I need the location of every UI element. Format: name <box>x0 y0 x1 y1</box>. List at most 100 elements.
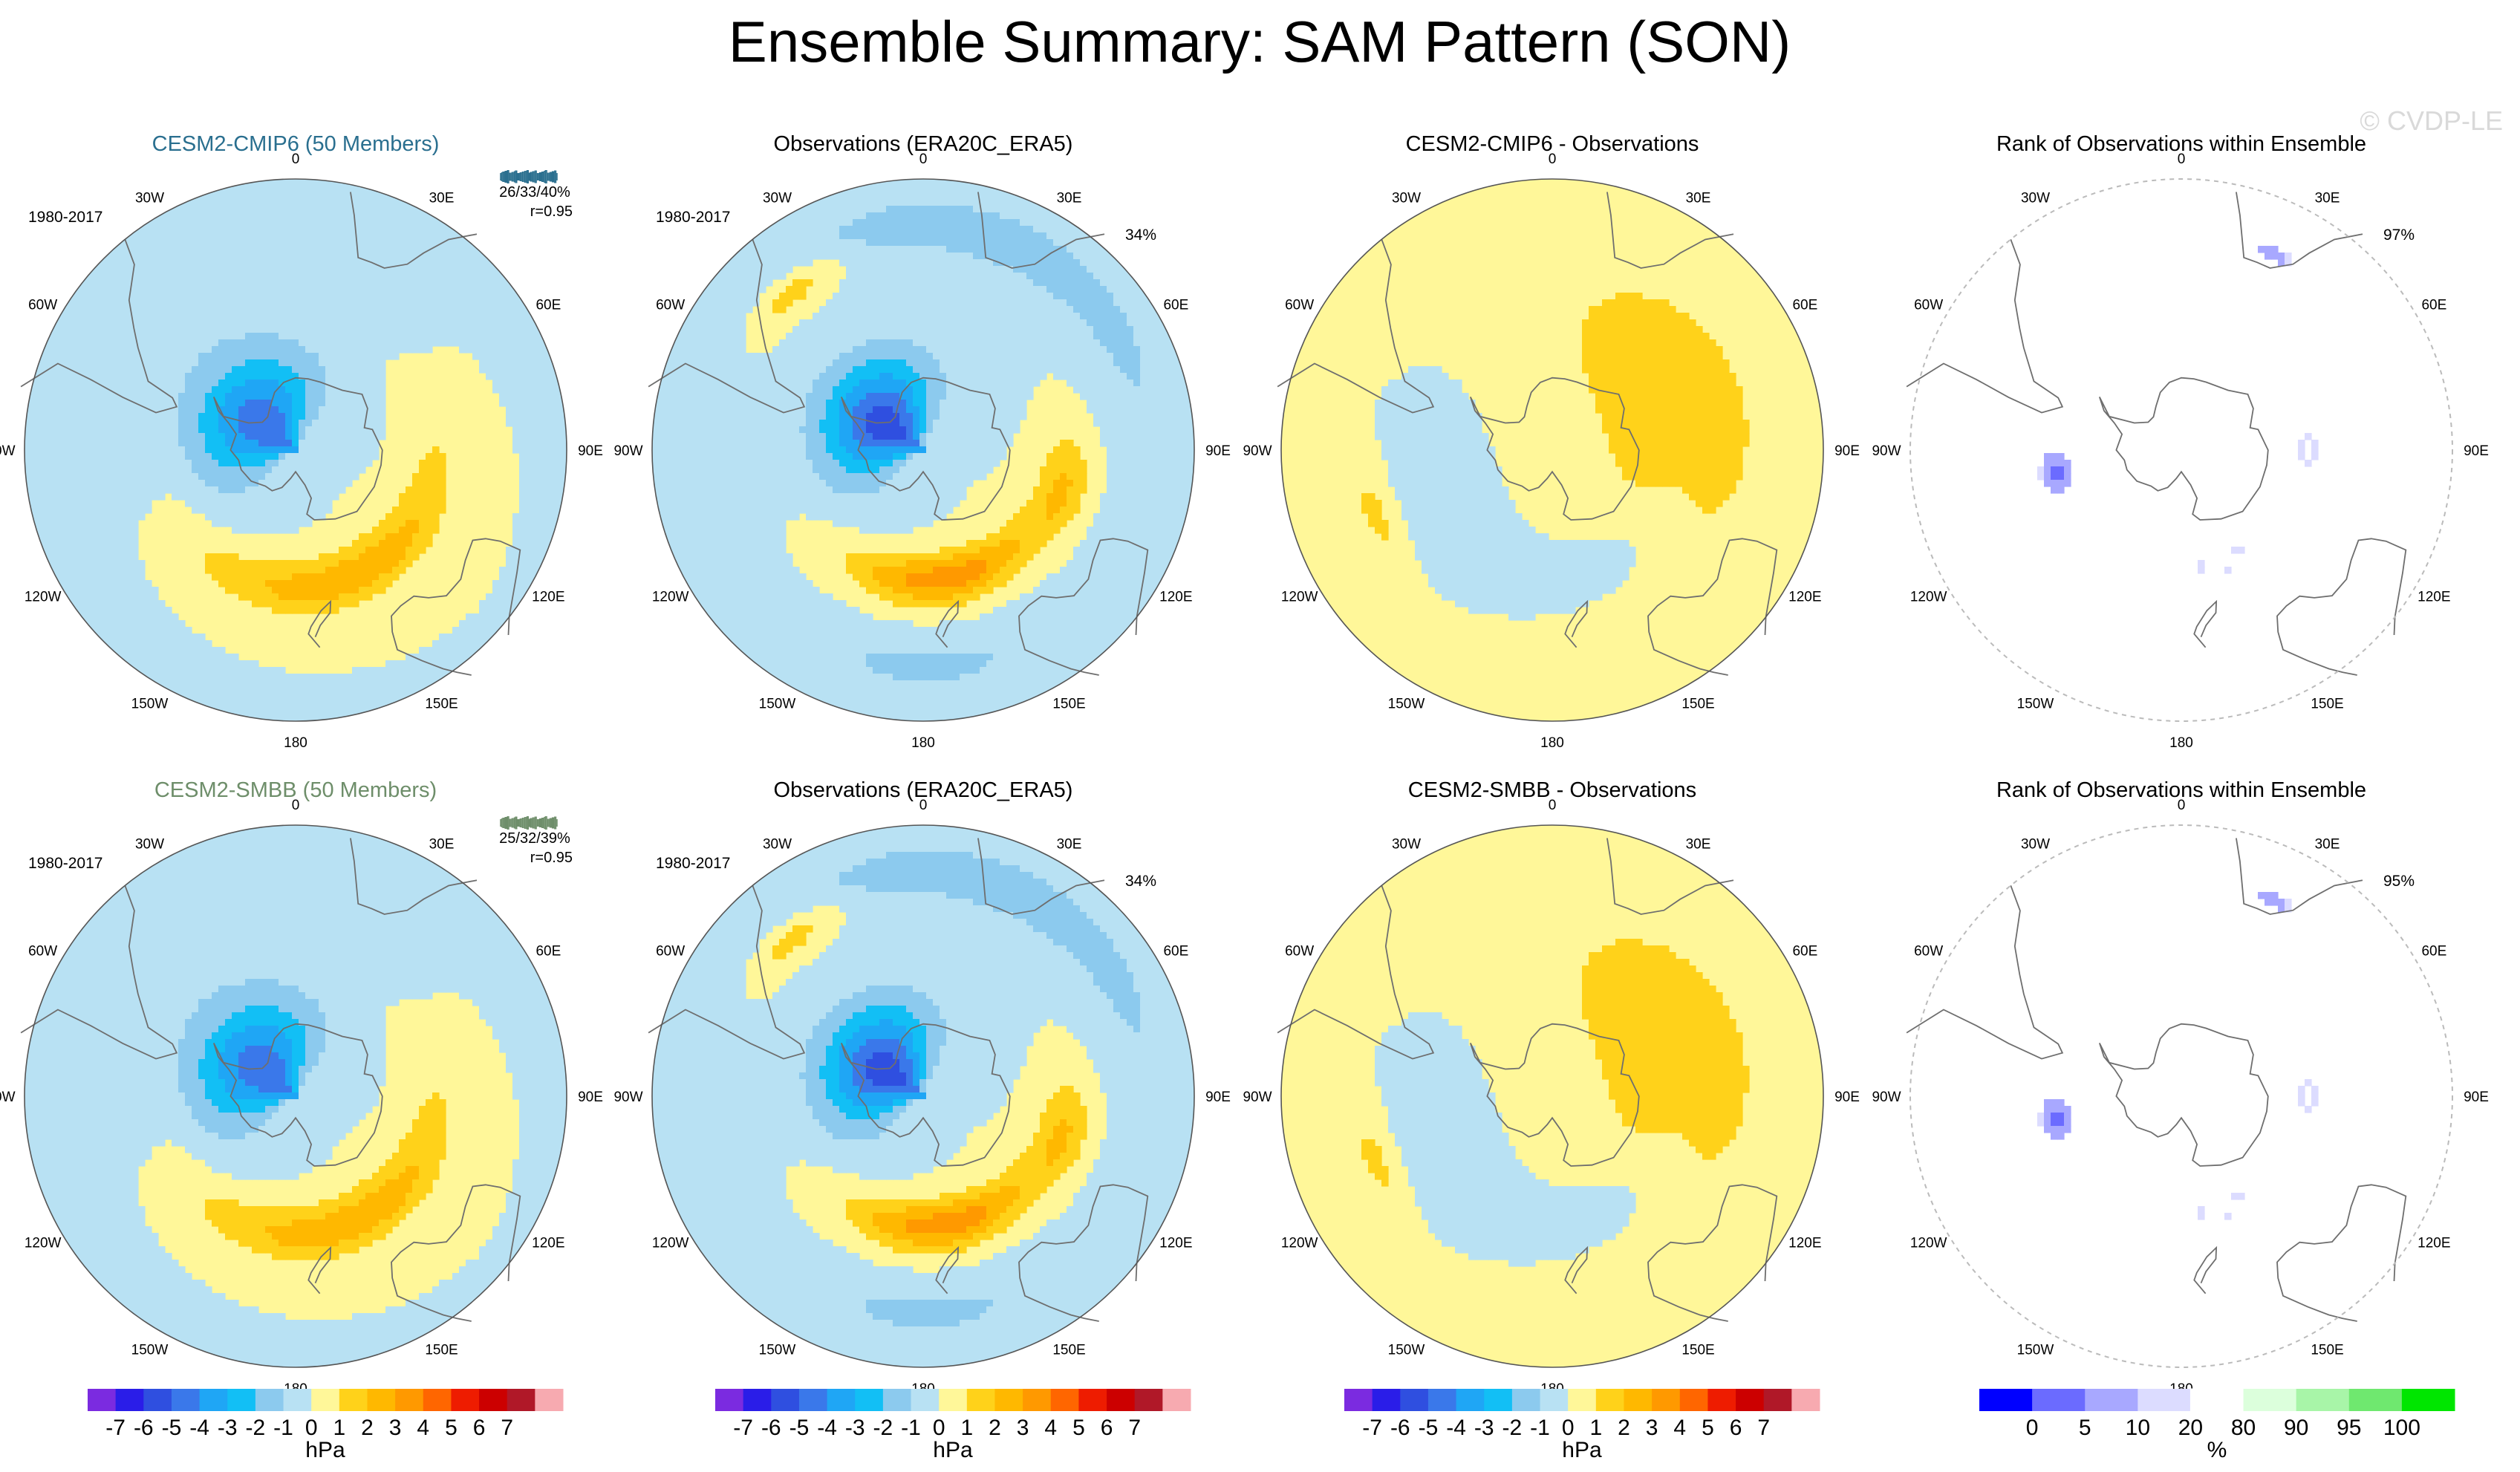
field-cell <box>218 380 226 387</box>
field-cell <box>1100 266 1107 273</box>
field-cell <box>292 460 299 467</box>
field-cell <box>365 319 373 327</box>
field-cell <box>118 426 126 434</box>
field-cell <box>192 286 199 293</box>
field-cell <box>325 453 333 460</box>
field-cell <box>452 326 460 333</box>
field-cell <box>165 366 172 374</box>
field-cell <box>71 560 79 567</box>
field-cell <box>365 232 373 240</box>
field-cell <box>973 253 980 260</box>
field-cell <box>105 453 112 460</box>
field-cell <box>238 513 246 521</box>
field-cell <box>58 520 65 527</box>
field-cell <box>946 179 954 186</box>
field-cell <box>1026 266 1034 273</box>
field-cell <box>1020 273 1027 280</box>
field-cell <box>859 226 867 233</box>
field-cell <box>292 319 299 327</box>
field-cell <box>339 674 346 681</box>
field-cell <box>432 640 440 648</box>
field-cell <box>359 346 366 354</box>
field-cell <box>158 640 166 648</box>
field-cell <box>172 353 179 360</box>
field-cell <box>125 266 132 273</box>
field-cell <box>345 279 353 287</box>
field-cell <box>272 232 279 240</box>
field-cell <box>365 386 373 394</box>
field-cell <box>218 206 226 213</box>
field-cell <box>846 279 853 287</box>
field-cell <box>312 700 319 708</box>
field-cell <box>419 273 426 280</box>
field-cell <box>31 440 39 447</box>
field-cell <box>45 426 52 434</box>
field-cell <box>459 627 466 634</box>
field-cell <box>819 239 827 247</box>
field-cell <box>238 239 246 247</box>
field-cell <box>279 607 286 614</box>
field-cell <box>292 246 299 253</box>
field-cell <box>85 400 92 407</box>
field-cell <box>1020 226 1027 233</box>
field-cell <box>131 373 139 380</box>
field-cell <box>51 400 59 407</box>
field-cell <box>345 306 353 313</box>
field-cell <box>305 513 313 521</box>
field-cell <box>232 460 239 467</box>
field-cell <box>252 440 259 447</box>
field-cell <box>192 380 199 387</box>
field-cell <box>319 406 326 414</box>
field-cell <box>339 547 346 554</box>
field-cell <box>111 333 119 340</box>
field-cell <box>345 440 353 447</box>
field-cell <box>258 520 266 527</box>
field-cell <box>459 634 466 641</box>
field-cell <box>319 326 326 333</box>
field-cell <box>372 440 380 447</box>
field-cell <box>252 480 259 487</box>
field-cell <box>145 640 152 648</box>
field-cell <box>399 667 406 674</box>
field-cell <box>98 460 105 467</box>
field-cell <box>98 473 105 481</box>
field-cell <box>205 406 212 414</box>
field-cell <box>372 553 380 561</box>
field-cell <box>285 366 293 374</box>
field-cell <box>65 513 72 521</box>
field-cell <box>178 326 186 333</box>
field-cell <box>325 486 333 494</box>
field-cell <box>198 654 206 661</box>
field-cell <box>252 359 259 367</box>
field-cell <box>71 373 79 380</box>
field-cell <box>526 380 533 387</box>
field-cell <box>325 293 333 300</box>
field-cell <box>305 406 313 414</box>
field-cell <box>519 567 527 574</box>
field-cell <box>526 426 533 434</box>
field-cell <box>265 406 273 414</box>
field-cell <box>192 694 199 701</box>
field-cell <box>71 567 79 574</box>
field-cell <box>526 406 533 414</box>
field-cell <box>85 540 92 547</box>
field-cell <box>165 279 172 287</box>
field-cell <box>526 373 533 380</box>
field-cell <box>232 393 239 400</box>
field-cell <box>125 547 132 554</box>
field-cell <box>185 493 192 501</box>
field-cell <box>111 513 119 521</box>
field-cell <box>279 380 286 387</box>
field-cell <box>933 219 940 227</box>
field-cell <box>506 567 513 574</box>
field-cell <box>439 319 446 327</box>
field-cell <box>533 553 540 561</box>
field-cell <box>299 199 306 206</box>
lon-label: 120E <box>532 590 564 605</box>
field-cell <box>940 226 947 233</box>
field-cell <box>853 186 860 193</box>
field-cell <box>439 266 446 273</box>
field-cell <box>412 540 420 547</box>
field-cell <box>118 580 126 587</box>
field-cell <box>205 674 212 681</box>
